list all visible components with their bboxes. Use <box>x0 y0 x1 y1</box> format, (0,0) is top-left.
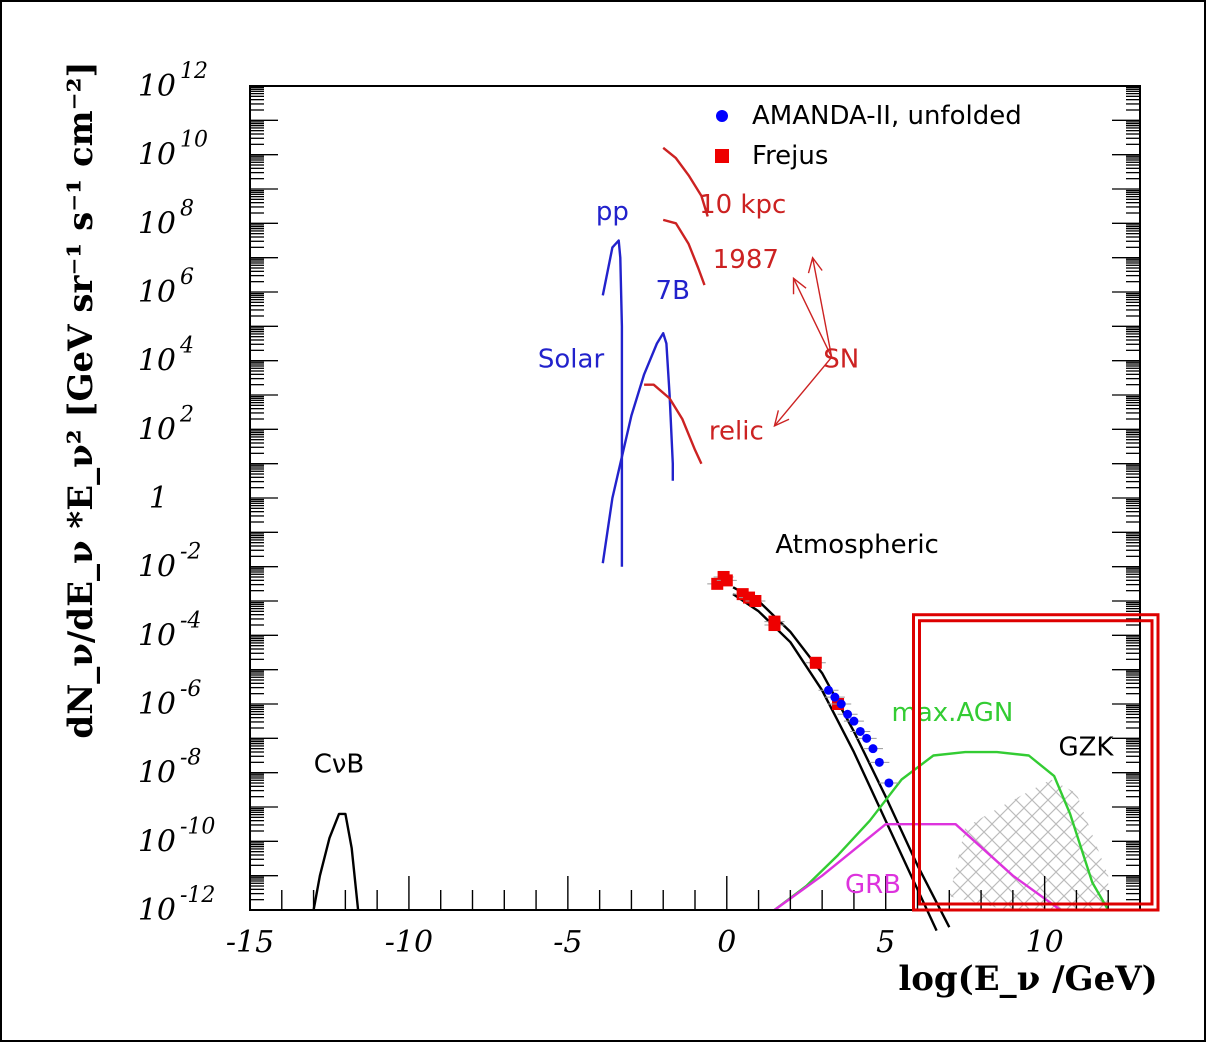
y-tick-exponent: -10 <box>180 814 215 839</box>
frejus-point <box>768 619 781 632</box>
annotation-7b: 7B <box>656 276 690 306</box>
points-layer <box>707 570 899 788</box>
legend-marker-square <box>715 149 729 163</box>
y-tick-exponent: -6 <box>180 677 201 702</box>
legend: AMANDA-II, unfolded Frejus <box>715 101 1022 171</box>
axis-titles: log(E_ν /GeV) dN_ν/dE_ν *E_ν² [GeV sr⁻¹ … <box>61 61 1158 999</box>
y-tick-label: 10 <box>138 687 176 722</box>
y-tick-exponent: 6 <box>180 265 194 290</box>
annotation-10-kpc: 10 kpc <box>699 190 786 220</box>
y-tick-label: 10 <box>138 550 176 585</box>
y-tick-exponent: 2 <box>179 402 194 427</box>
amanda-point <box>836 699 846 709</box>
sn-arrow-head-0 <box>807 256 823 274</box>
y-tick-exponent: -8 <box>180 746 201 771</box>
x-tick-label: 5 <box>876 925 895 960</box>
y-tick-label: 10 <box>138 618 176 653</box>
series-solar-pp-rise-line <box>601 332 674 564</box>
sn-arrow-2 <box>773 356 833 427</box>
amanda-point <box>884 778 894 788</box>
sn-arrow-0 <box>811 257 833 358</box>
series-max-agn-line <box>773 750 1110 911</box>
y-tick-label: 1 <box>149 481 168 516</box>
legend-marker-circle <box>716 110 728 122</box>
amanda-point <box>824 685 833 695</box>
y-tick-label: 10 <box>138 69 176 104</box>
annotations-layer: CνB pp 7B Solar 10 kpc 1987 SN relic Atmospheric… <box>314 190 1115 900</box>
y-tick-label: 10 <box>138 756 176 791</box>
annotation-relic: relic <box>709 417 764 447</box>
y-tick-exponent: 4 <box>179 334 194 359</box>
series-atmospheric-line <box>732 586 951 928</box>
series-layer <box>312 146 1110 932</box>
highlight-box-layer <box>912 613 1160 912</box>
amanda-point <box>868 744 878 754</box>
amanda-point <box>849 716 859 726</box>
y-tick-label: 10 <box>138 138 176 173</box>
amanda-point <box>830 692 840 702</box>
amanda-point <box>843 709 853 719</box>
x-tick-label: -15 <box>226 925 274 960</box>
legend-label: AMANDA-II, unfolded <box>752 101 1022 131</box>
y-tick-exponent: -2 <box>180 540 201 565</box>
plot-area-frame <box>249 85 1141 911</box>
x-axis-title: log(E_ν /GeV) <box>898 959 1157 999</box>
frejus-point <box>809 656 822 669</box>
y-tick-label: 10 <box>138 275 176 310</box>
sn-arrows-layer <box>773 256 833 428</box>
y-tick-exponent: 8 <box>180 196 194 221</box>
highlight-box-inner <box>918 619 1154 906</box>
sn-arrow-1 <box>792 277 833 358</box>
legend-label: Frejus <box>752 141 828 171</box>
annotation-c-b: CνB <box>314 750 365 780</box>
series-solar-line <box>601 239 624 567</box>
y-tick-exponent: -12 <box>180 883 215 908</box>
y-tick-label: 10 <box>138 344 176 379</box>
frejus-point <box>720 574 733 587</box>
x-tick-label: -5 <box>553 925 582 960</box>
y-tick-label: 10 <box>138 206 176 241</box>
annotation-max-agn: max.AGN <box>892 698 1014 728</box>
annotation-grb: GRB <box>845 870 901 900</box>
annotation-gzk: GZK <box>1058 733 1114 763</box>
series-c-b-line <box>312 812 360 911</box>
highlight-box-outer <box>912 613 1160 912</box>
annotation-1987: 1987 <box>713 245 779 275</box>
series-10-kpc-line <box>662 146 709 217</box>
gzk-band <box>949 779 1109 910</box>
frejus-point <box>749 595 762 607</box>
y-tick-exponent: 10 <box>180 128 208 153</box>
sn-arrow-head-2 <box>773 410 790 428</box>
gzk-band-layer <box>949 779 1109 910</box>
annotation-atmospheric: Atmospheric <box>775 530 939 560</box>
sn-arrow-head-1 <box>792 276 807 295</box>
x-tick-label: -10 <box>385 925 433 960</box>
annotation-pp: pp <box>596 197 629 227</box>
series-1987-line <box>662 218 706 286</box>
y-tick-label: 10 <box>138 412 176 447</box>
amanda-point <box>874 757 884 767</box>
x-tick-label: 0 <box>717 925 736 960</box>
x-tick-label: 10 <box>1026 925 1064 960</box>
series-atmospheric-lower-line <box>732 593 938 932</box>
y-tick-exponent: 12 <box>180 59 208 84</box>
y-axis-title: dN_ν/dE_ν *E_ν² [GeV sr⁻¹ s⁻¹ cm⁻²] <box>61 61 101 738</box>
annotation-sn: SN <box>823 345 859 375</box>
series-relic-line <box>644 383 703 465</box>
amanda-point <box>862 733 872 743</box>
y-tick-exponent: -4 <box>180 608 201 633</box>
amanda-point <box>855 726 865 736</box>
y-tick-label: 10 <box>138 893 176 928</box>
annotation-solar: Solar <box>538 345 605 375</box>
y-tick-label: 10 <box>138 824 176 859</box>
